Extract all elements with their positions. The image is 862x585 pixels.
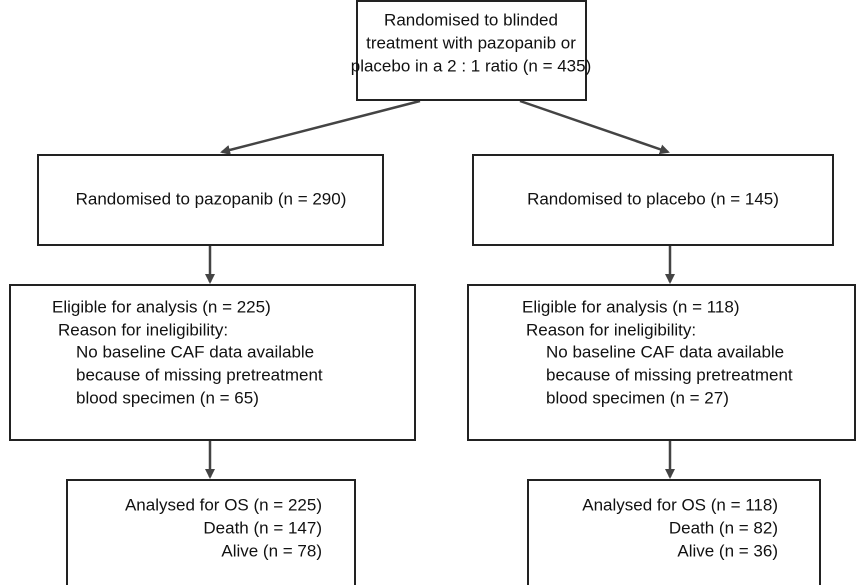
box-text: Randomised to pazopanib (n = 290) xyxy=(76,189,347,208)
box-text: blood specimen (n = 65) xyxy=(76,388,259,407)
arrow xyxy=(519,99,670,155)
box-text: Alive (n = 78) xyxy=(221,541,322,560)
box-text: Analysed for OS (n = 225) xyxy=(125,495,322,514)
box-text: Randomised to blinded xyxy=(384,10,558,29)
box-text: because of missing pretreatment xyxy=(546,365,793,384)
box-text: Death (n = 147) xyxy=(203,518,322,537)
box-text: No baseline CAF data available xyxy=(546,342,784,361)
box-text: Eligible for analysis (n = 225) xyxy=(52,297,271,316)
box xyxy=(467,284,856,441)
box xyxy=(37,154,384,246)
box-text: Analysed for OS (n = 118) xyxy=(582,495,778,514)
box-text: Reason for ineligibility: xyxy=(526,320,696,339)
box-text: Randomised to placebo (n = 145) xyxy=(527,189,779,208)
box-text: because of missing pretreatment xyxy=(76,365,323,384)
box-text: Death (n = 82) xyxy=(669,518,778,537)
box xyxy=(472,154,834,246)
box xyxy=(527,479,821,585)
box xyxy=(356,0,587,101)
box-text: No baseline CAF data available xyxy=(76,342,314,361)
box-text: Alive (n = 36) xyxy=(677,541,778,560)
box-text: Reason for ineligibility: xyxy=(58,320,228,339)
box xyxy=(66,479,356,585)
box-text: blood specimen (n = 27) xyxy=(546,388,729,407)
arrow xyxy=(220,99,421,155)
box-text: treatment with pazopanib or xyxy=(366,33,576,52)
box-text: Eligible for analysis (n = 118) xyxy=(522,297,740,316)
box-text: placebo in a 2 : 1 ratio (n = 435) xyxy=(351,56,592,75)
box xyxy=(9,284,416,441)
